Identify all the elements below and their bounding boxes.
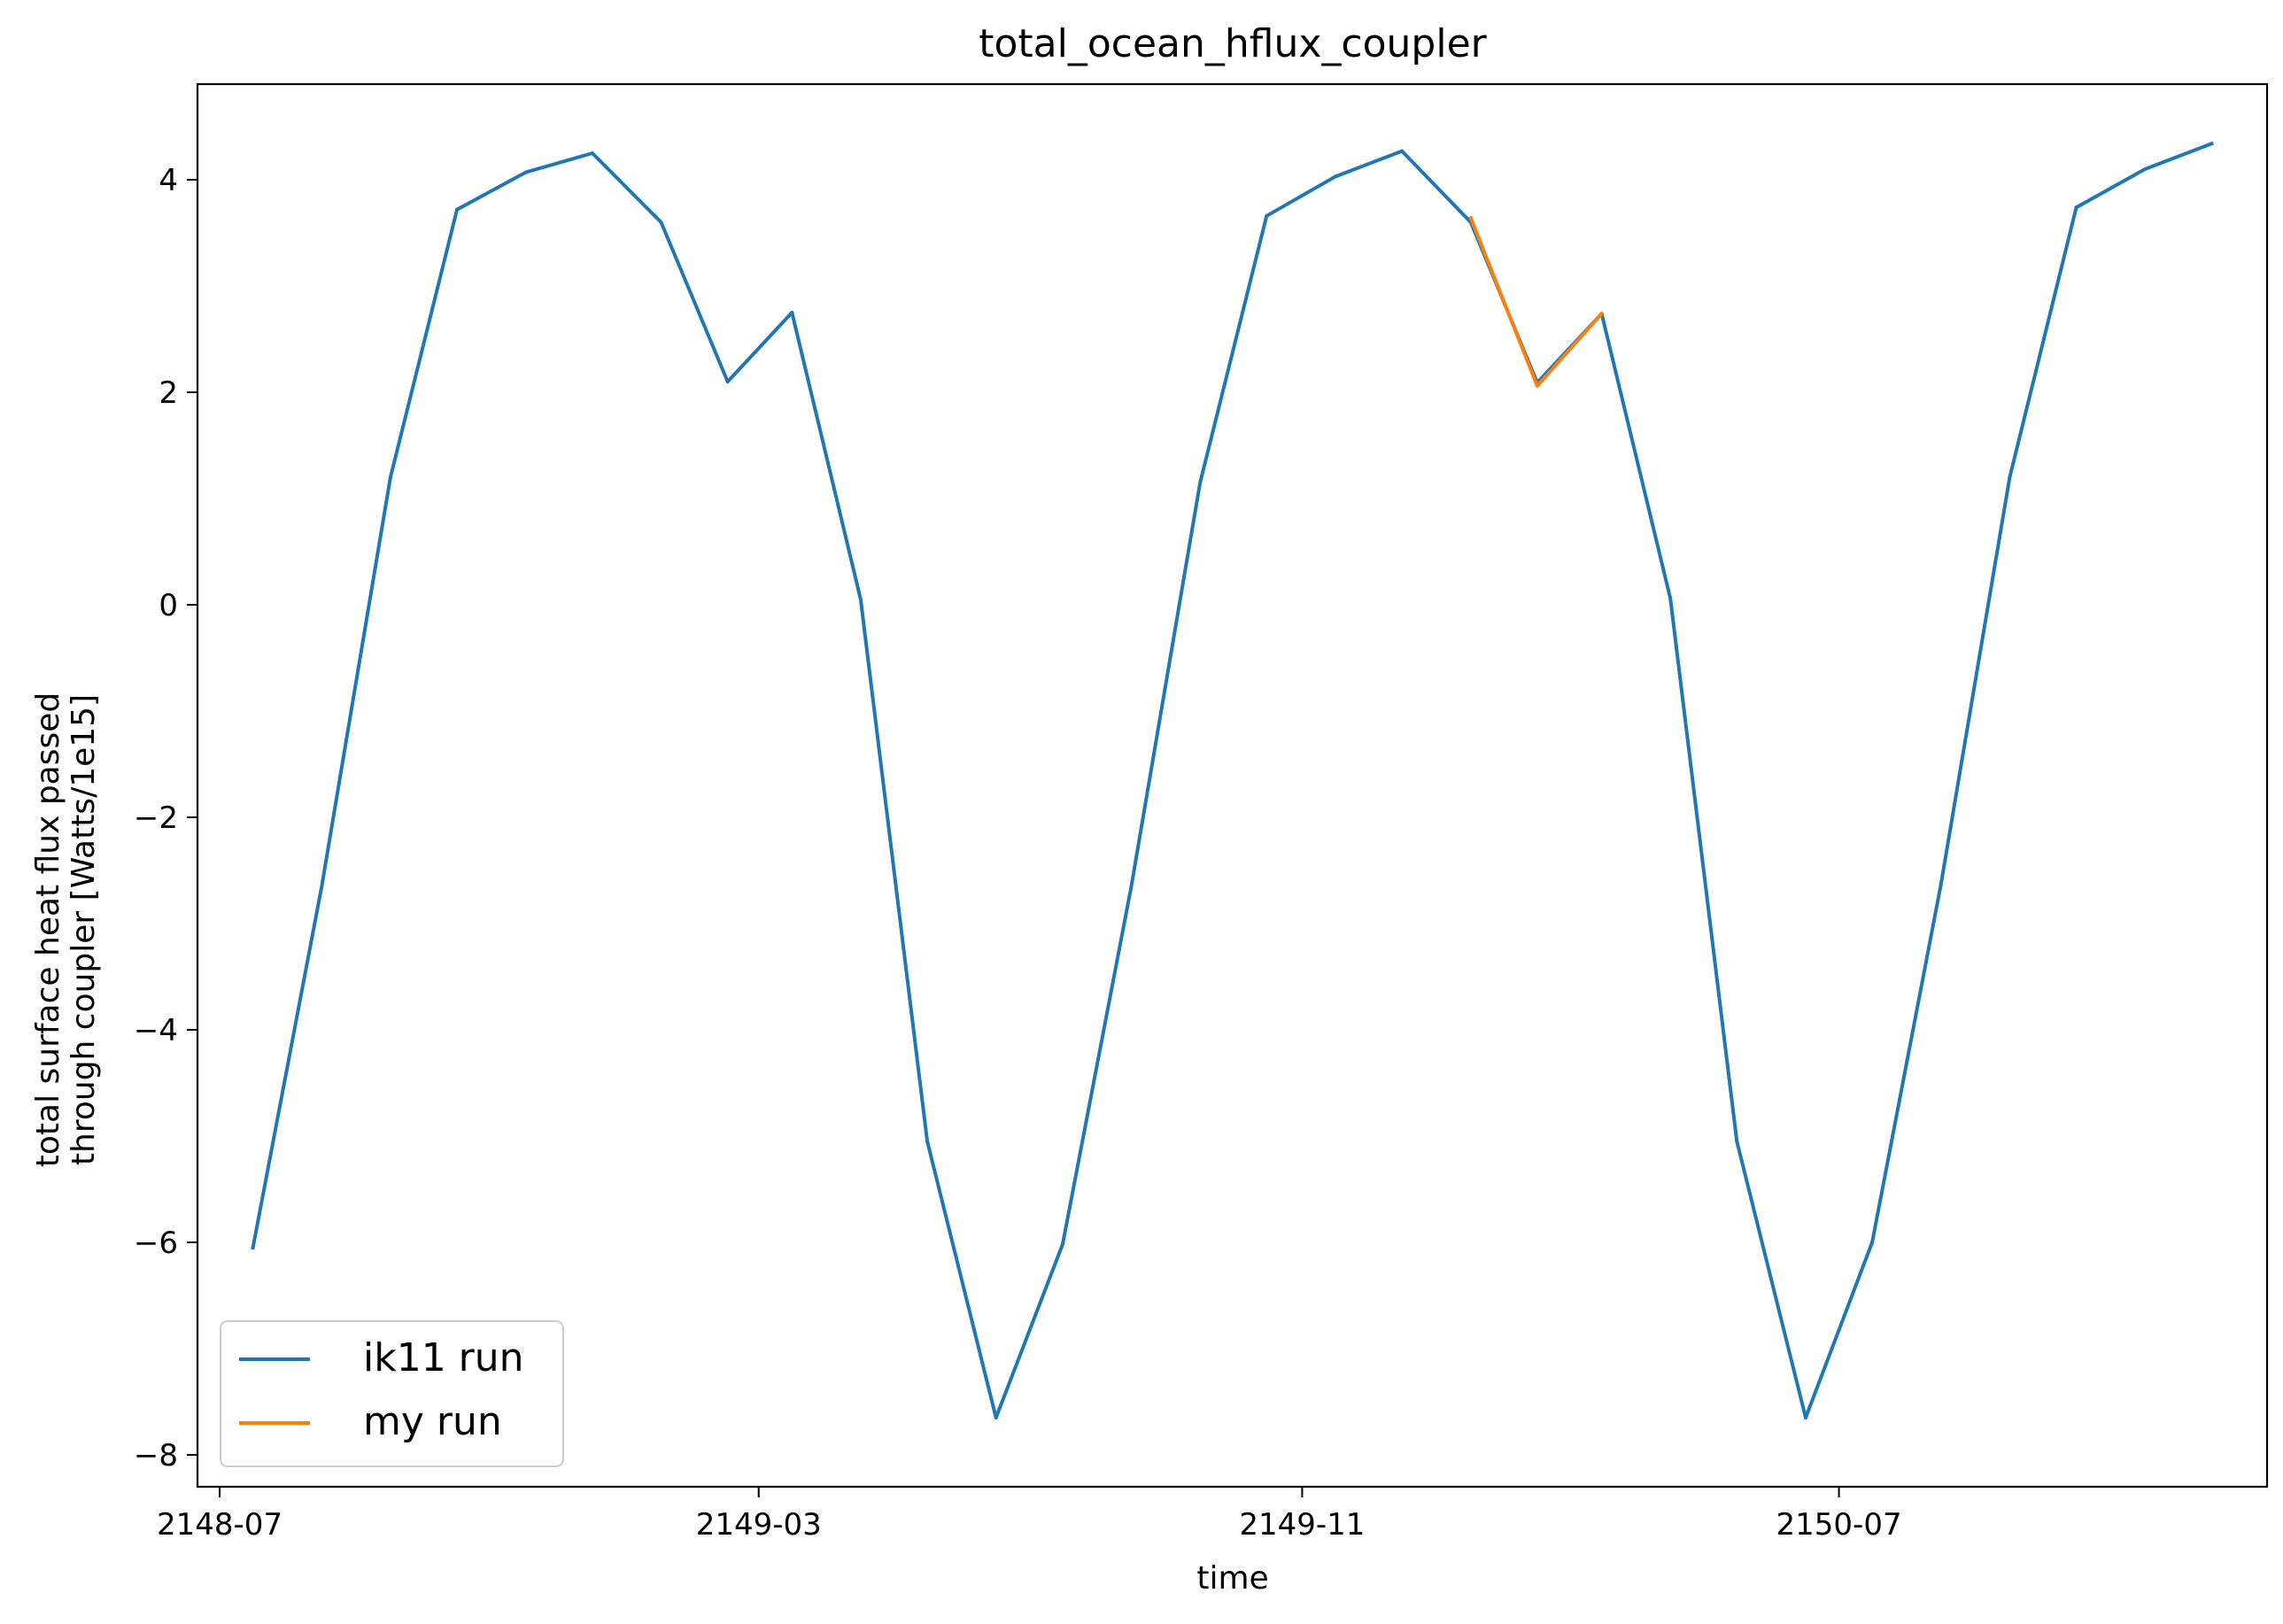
- data-point-ik11-run: [320, 885, 324, 888]
- x-tick-label: 2149-03: [696, 1507, 822, 1543]
- y-axis-label-line-1: total surface heat flux passed: [30, 692, 66, 1168]
- data-point-ik11-run: [1060, 1242, 1064, 1247]
- data-point-ik11-run: [1129, 885, 1134, 888]
- x-axis-label: time: [1196, 1560, 1268, 1597]
- data-point-ik11-run: [659, 220, 663, 224]
- y-tick-label: −8: [134, 1438, 178, 1473]
- data-point-ik11-run: [455, 207, 460, 212]
- plot-frame: [196, 82, 2269, 1489]
- data-point-ik11-run: [1668, 596, 1673, 600]
- y-tick-label: 0: [159, 588, 178, 623]
- legend-label-my-run: my run: [363, 1399, 502, 1444]
- x-tick-label: 2149-11: [1239, 1507, 1365, 1543]
- data-point-ik11-run: [994, 1416, 998, 1419]
- data-point-ik11-run: [388, 476, 392, 479]
- chart-title: total_ocean_hflux_coupler: [979, 21, 1487, 66]
- legend-label-ik11-run: ik11 run: [363, 1335, 524, 1380]
- data-point-ik11-run: [725, 380, 730, 383]
- data-point-ik11-run: [2209, 142, 2214, 146]
- data-point-ik11-run: [523, 170, 528, 174]
- data-point-ik11-run: [251, 1246, 255, 1249]
- data-point-ik11-run: [1265, 213, 1269, 218]
- data-point-ik11-run: [1400, 149, 1405, 153]
- data-point-my-run: [1599, 312, 1604, 316]
- data-point-ik11-run: [925, 1140, 930, 1143]
- x-axis-ticks: 2148-07 2149-03 2149-11 2150-07: [157, 1487, 1902, 1543]
- data-point-ik11-run: [2074, 205, 2078, 210]
- legend: ik11 run my run: [220, 1320, 564, 1467]
- x-tick-label: 2150-07: [1776, 1507, 1902, 1543]
- y-axis-ticks: 4 2 0 −2 −4 −6 −8: [134, 163, 197, 1473]
- data-point-ik11-run: [1735, 1140, 1739, 1143]
- series-line-ik11-run: [251, 141, 2214, 1419]
- data-point-ik11-run: [1870, 1241, 1875, 1244]
- data-point-ik11-run: [2008, 476, 2012, 479]
- data-point-ik11-run: [1334, 174, 1337, 179]
- data-point-ik11-run: [2143, 167, 2148, 171]
- y-axis-label-line-2: through coupler [Watts/1e15]: [66, 694, 102, 1165]
- data-point-ik11-run: [790, 311, 794, 314]
- data-point-ik11-run: [858, 598, 863, 601]
- data-point-ik11-run: [590, 151, 594, 155]
- y-tick-label: 4: [159, 163, 178, 198]
- y-tick-label: 2: [159, 375, 178, 411]
- data-point-ik11-run: [1939, 882, 1943, 886]
- series-layer: [251, 141, 2214, 1419]
- data-point-ik11-run: [1804, 1416, 1807, 1419]
- data-point-my-run: [1535, 383, 1539, 388]
- data-point-my-run: [1468, 216, 1473, 220]
- y-tick-label: −6: [134, 1226, 178, 1261]
- data-point-ik11-run: [1198, 481, 1203, 484]
- y-tick-label: −2: [134, 800, 178, 836]
- y-tick-label: −4: [134, 1013, 178, 1048]
- x-tick-label: 2148-07: [157, 1507, 282, 1543]
- y-axis-label: total surface heat flux passed through c…: [30, 692, 102, 1168]
